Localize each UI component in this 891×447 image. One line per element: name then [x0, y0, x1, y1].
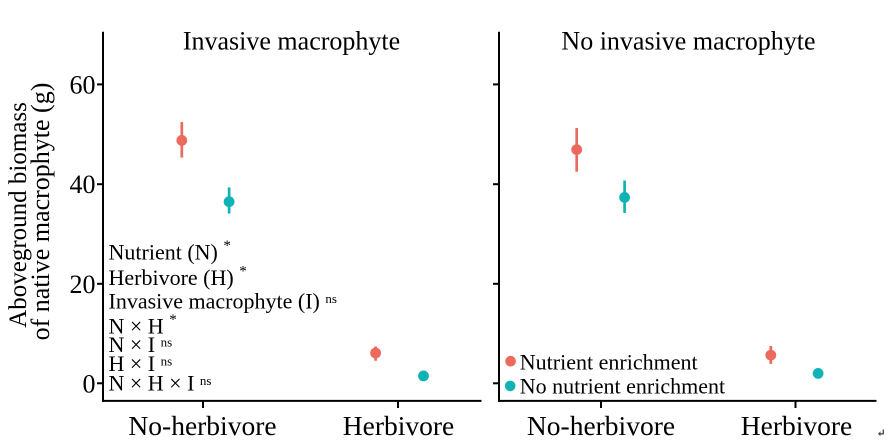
svg-text:N × H *: N × H *: [109, 312, 177, 339]
svg-text:Herbivore: Herbivore: [343, 410, 454, 441]
svg-text:20: 20: [70, 270, 96, 299]
svg-text:No invasive macrophyte: No invasive macrophyte: [561, 27, 815, 56]
svg-text:Herbivore: Herbivore: [741, 410, 852, 441]
svg-text:of native macrophyte (g): of native macrophyte (g): [26, 83, 55, 341]
svg-text:40: 40: [70, 170, 96, 199]
svg-text:Nutrient enrichment: Nutrient enrichment: [520, 349, 698, 374]
svg-text:60: 60: [70, 70, 96, 99]
svg-text:Aboveground biomass: Aboveground biomass: [5, 102, 32, 328]
svg-text:No-herbivore: No-herbivore: [128, 410, 276, 441]
svg-text:N × H × I ns: N × H × I ns: [109, 371, 212, 396]
svg-text:No nutrient enrichment: No nutrient enrichment: [520, 374, 725, 399]
svg-text:0: 0: [83, 369, 96, 398]
svg-text:Nutrient (N) *: Nutrient (N) *: [109, 238, 231, 265]
svg-text:No-herbivore: No-herbivore: [527, 410, 675, 441]
svg-text:Herbivore (H) *: Herbivore (H) *: [109, 264, 247, 291]
svg-text:Invasive macrophyte: Invasive macrophyte: [183, 27, 400, 56]
svg-text:Invasive macrophyte (I) ns: Invasive macrophyte (I) ns: [109, 289, 337, 314]
